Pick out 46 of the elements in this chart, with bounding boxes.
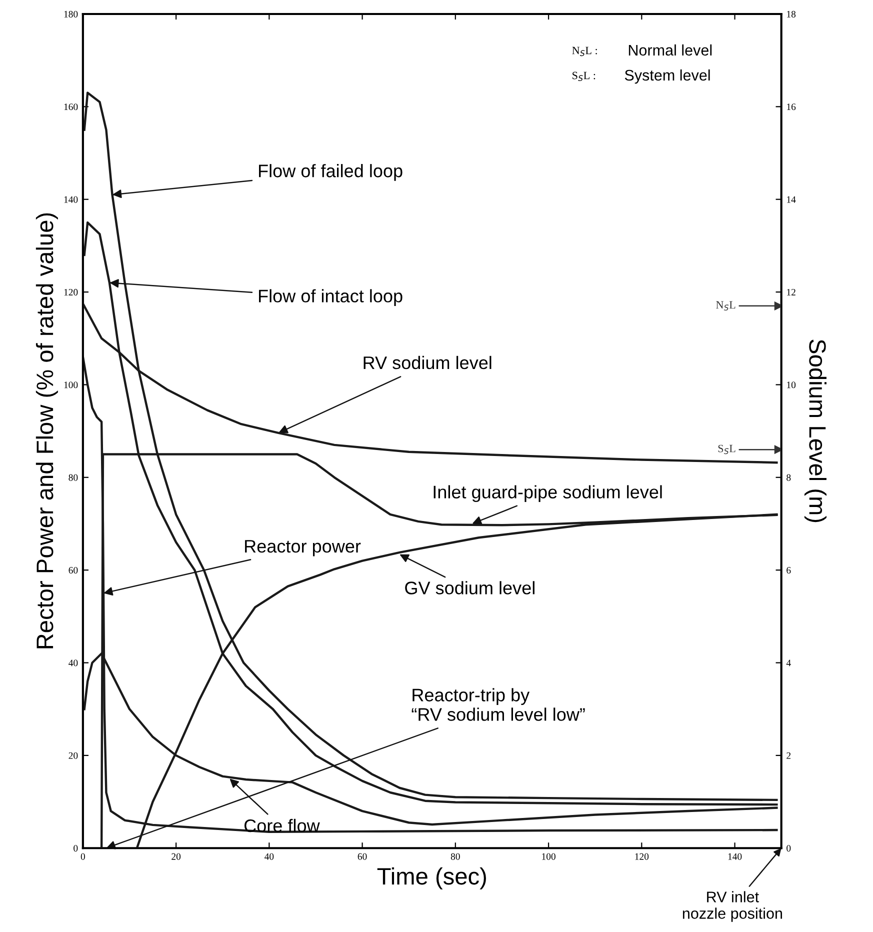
- x-tick-label: 0: [80, 853, 85, 860]
- y2-tick-label: 0: [786, 845, 791, 852]
- annotation: Flow of intact loop: [259, 289, 402, 306]
- annotation: S$_{S}$L :: [572, 72, 596, 82]
- ref-line-label: N$_{S}$L: [716, 301, 736, 310]
- x-axis-title: Time (sec): [377, 867, 486, 890]
- annotation: Reactor-trip by “RV sodium level low”: [412, 688, 585, 721]
- x-tick-label: 100: [542, 853, 556, 860]
- y-tick-label: 60: [68, 566, 78, 574]
- y2-tick-label: 8: [786, 474, 791, 481]
- x-tick-label: 20: [172, 853, 181, 860]
- annotation: Flow of failed loop: [259, 164, 402, 181]
- y2-tick-label: 18: [787, 10, 796, 18]
- y-axis-title: Rector Power and Flow (% of rated value): [36, 213, 58, 648]
- x-tick-label: 140: [728, 853, 742, 860]
- y-tick-label: 120: [64, 288, 78, 296]
- annotation: Inlet guard-pipe sodium level: [434, 485, 662, 502]
- y-tick-label: 40: [68, 660, 78, 666]
- y-tick-label: 80: [68, 474, 78, 481]
- x-tick-label: 120: [635, 853, 649, 860]
- y2-tick-label: 10: [787, 382, 796, 388]
- y-tick-label: 160: [64, 104, 78, 110]
- x-tick-label: 80: [450, 853, 460, 860]
- y2-axis-title: Sodium Level (m): [804, 340, 826, 522]
- annotation: N$_{S}$L :: [572, 46, 597, 56]
- y2-tick-label: 16: [787, 104, 796, 110]
- y-tick-label: 140: [64, 196, 78, 203]
- y-tick-label: 0: [74, 845, 78, 852]
- y2-tick-label: 12: [787, 288, 796, 296]
- annotation: Normal level: [628, 44, 712, 56]
- y2-tick-label: 6: [786, 567, 791, 574]
- y-tick-label: 20: [68, 752, 78, 759]
- y2-tick-label: 4: [786, 660, 791, 666]
- y2-tick-label: 14: [787, 196, 796, 203]
- y-tick-label: 180: [64, 10, 78, 18]
- annotation: Core flow: [244, 818, 320, 832]
- y-tick-label: 100: [64, 382, 78, 388]
- annotation: GV sodium level: [405, 581, 534, 594]
- annotation: System level: [624, 69, 710, 84]
- x-tick-label: 40: [264, 853, 274, 860]
- y2-tick-label: 2: [786, 752, 791, 759]
- annotation: RV sodium level: [364, 356, 492, 370]
- ref-line-label: S$_{S}$L: [718, 444, 736, 454]
- x-tick-label: 60: [358, 853, 367, 860]
- text: RV inlet nozzle position: [682, 891, 782, 922]
- annotation: Reactor power: [245, 540, 361, 556]
